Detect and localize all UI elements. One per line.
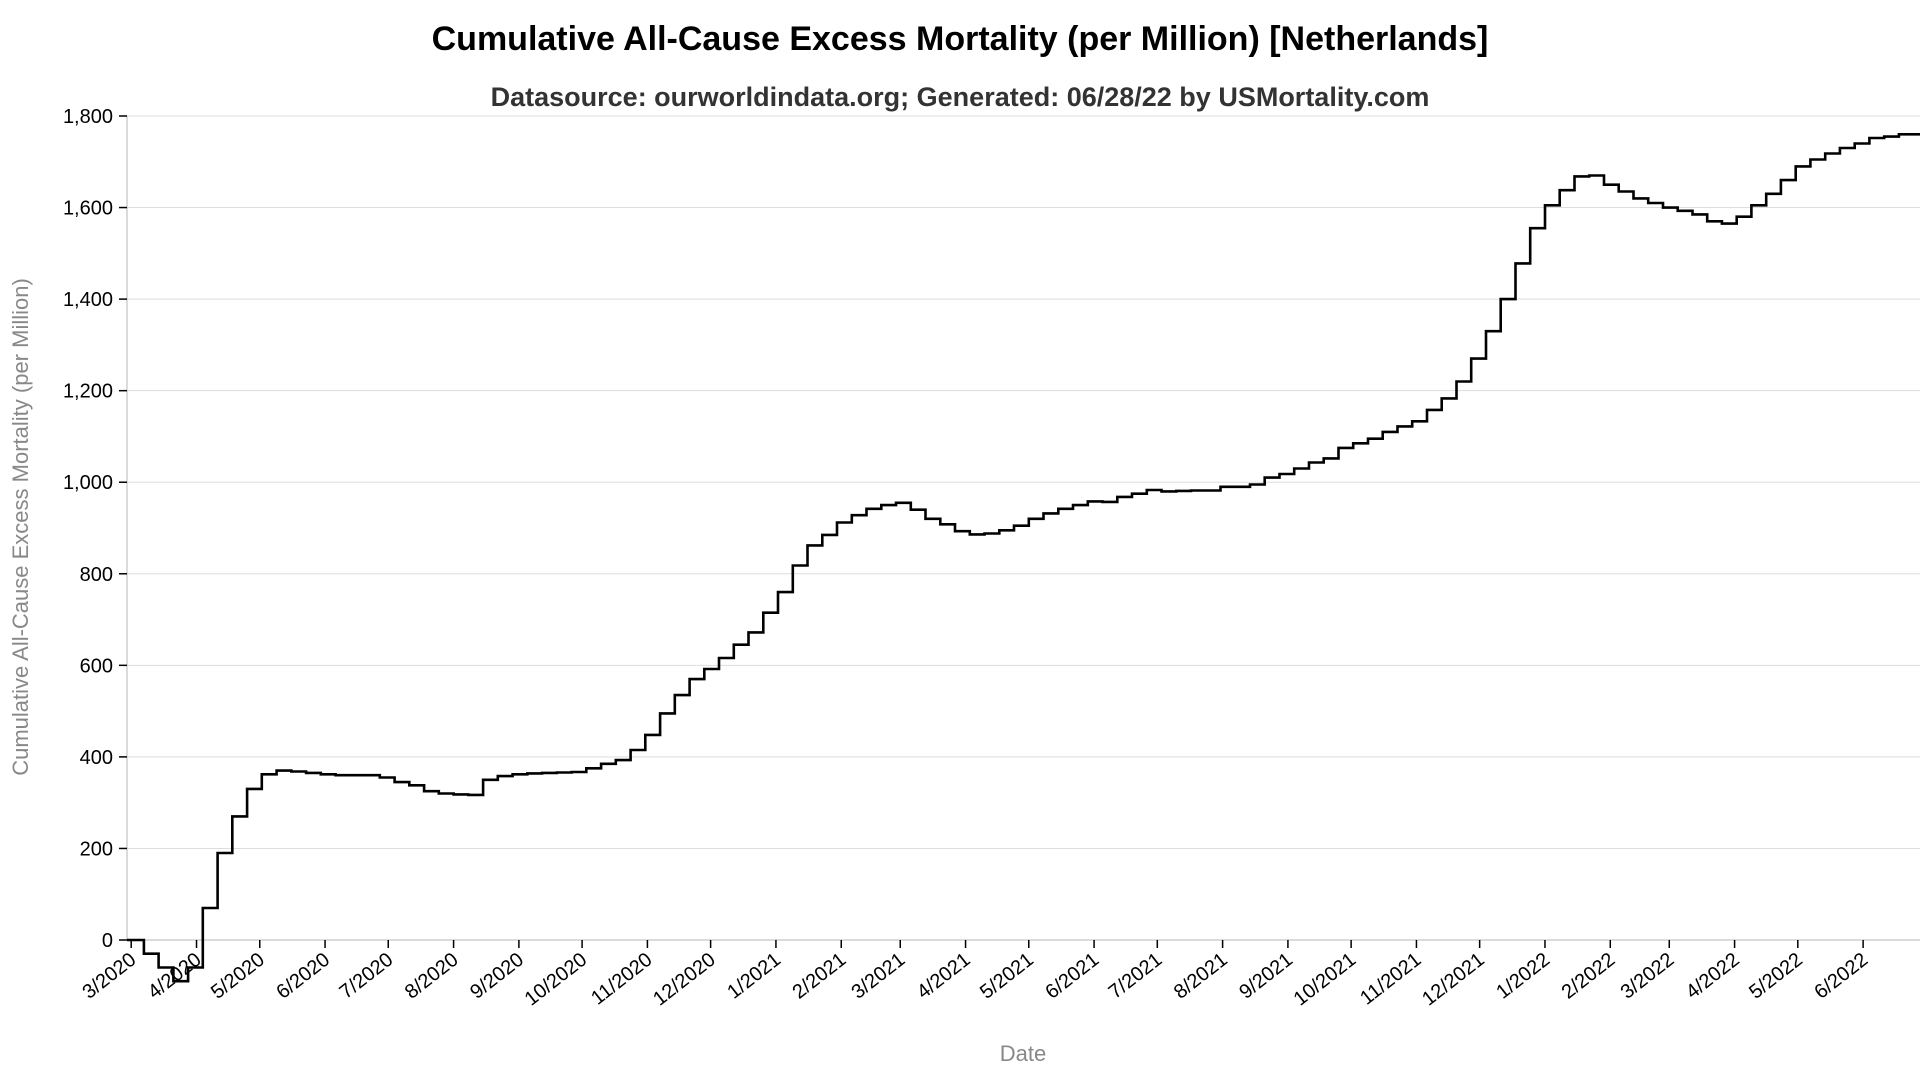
y-tick-label: 1,600 bbox=[63, 198, 113, 220]
x-tick-label: 1/2022 bbox=[1492, 949, 1554, 1004]
x-tick-label: 12/2020 bbox=[649, 949, 720, 1011]
y-tick-label: 1,400 bbox=[63, 289, 113, 311]
axes bbox=[126, 116, 1920, 941]
x-tick-label: 3/2020 bbox=[79, 949, 141, 1004]
x-tick-label: 6/2022 bbox=[1810, 949, 1872, 1004]
y-tick-label: 400 bbox=[80, 747, 113, 769]
y-tick-label: 600 bbox=[80, 655, 113, 677]
series-group bbox=[127, 133, 1920, 983]
chart-subtitle: Datasource: ourworldindata.org; Generate… bbox=[491, 82, 1430, 112]
y-axis-ticks: 0 200 400 600 800 1,000 1,200 1,400 1,600 1,800 bbox=[63, 106, 127, 952]
x-tick-label: 4/2021 bbox=[913, 949, 975, 1004]
x-tick-label: 4/2022 bbox=[1682, 949, 1744, 1004]
y-tick-label: 800 bbox=[80, 564, 113, 586]
x-tick-label: 3/2021 bbox=[848, 949, 910, 1004]
series-line bbox=[127, 133, 1920, 983]
x-tick-label: 8/2021 bbox=[1170, 949, 1232, 1004]
x-tick-label: 6/2020 bbox=[272, 949, 334, 1004]
x-tick-label: 8/2020 bbox=[401, 949, 463, 1004]
x-tick-label: 4/2020 bbox=[144, 949, 206, 1004]
x-tick-label: 2/2021 bbox=[789, 949, 851, 1004]
x-tick-label: 2/2022 bbox=[1558, 949, 1620, 1004]
x-tick-label: 1/2021 bbox=[723, 949, 785, 1004]
x-tick-label: 3/2022 bbox=[1617, 949, 1679, 1004]
x-tick-label: 11/2020 bbox=[587, 949, 656, 1010]
y-tick-label: 1,800 bbox=[63, 106, 113, 128]
x-tick-label: 5/2022 bbox=[1745, 949, 1807, 1004]
x-tick-label: 5/2021 bbox=[976, 949, 1038, 1004]
y-tick-label: 0 bbox=[102, 930, 113, 952]
x-tick-label: 6/2021 bbox=[1041, 949, 1103, 1004]
x-tick-label: 9/2021 bbox=[1235, 949, 1297, 1004]
x-axis-ticks: 3/2020 4/2020 5/2020 6/2020 7/2020 8/2020 9/20… bbox=[79, 940, 1872, 1011]
y-tick-label: 200 bbox=[80, 838, 113, 860]
x-axis-title: Date bbox=[1000, 1041, 1046, 1066]
x-tick-label: 11/2021 bbox=[1356, 949, 1425, 1010]
chart-title: Cumulative All-Cause Excess Mortality (p… bbox=[432, 20, 1489, 58]
gridlines bbox=[127, 115, 1920, 849]
x-tick-label: 9/2020 bbox=[466, 949, 528, 1004]
y-axis-title: Cumulative All-Cause Excess Mortality (p… bbox=[8, 278, 33, 776]
x-tick-label: 7/2021 bbox=[1105, 949, 1167, 1004]
x-tick-label: 7/2020 bbox=[336, 949, 398, 1004]
x-tick-label: 10/2020 bbox=[521, 949, 592, 1011]
x-tick-label: 12/2021 bbox=[1418, 949, 1489, 1011]
y-tick-label: 1,200 bbox=[63, 381, 113, 403]
y-tick-label: 1,000 bbox=[63, 472, 113, 494]
x-tick-label: 5/2020 bbox=[207, 949, 269, 1004]
x-tick-label: 10/2021 bbox=[1290, 949, 1361, 1011]
